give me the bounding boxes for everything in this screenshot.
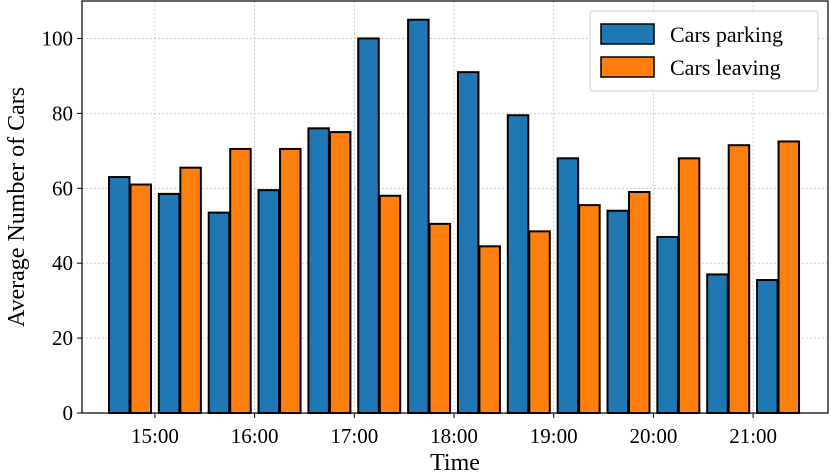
bar-cars-parking [606,209,629,414]
x-tick-label: 20:00 [630,424,678,448]
bar-cars-leaving [428,222,452,414]
y-tick-label: 60 [52,176,73,200]
bar-cars-leaving [528,230,551,414]
legend-label-cars-parking: Cars parking [670,22,783,47]
bar-cars-parking [506,114,530,415]
plot-frame [81,0,829,414]
bar-cars-parking [207,211,231,414]
bar-cars-leaving [229,147,252,414]
bar-cars-parking [407,18,430,415]
legend: Cars parking Cars leaving [589,10,819,92]
bars [108,18,801,415]
y-tick-label: 80 [52,101,73,125]
y-tick-label: 40 [52,251,73,275]
y-tick-label: 100 [42,26,74,50]
x-tick-label: 21:00 [729,424,777,448]
x-axis-label: Time [430,450,480,474]
x-tick-label: 19:00 [530,424,578,448]
x-tick-label: 17:00 [330,424,378,448]
bar-cars-parking [456,71,480,414]
bar-cars-parking [706,273,729,414]
x-axis-ticks: 15:00 16:00 17:00 18:00 19:00 20:00 21:00 [131,413,777,448]
x-tick-label: 16:00 [231,424,279,448]
bar-cars-leaving [478,245,501,414]
bar-cars-parking [756,279,779,415]
bar-cars-parking [556,157,580,414]
bar-cars-parking [656,235,679,414]
bar-cars-leaving [129,183,152,414]
y-axis-label: Average Number of Cars [4,87,30,327]
bar-cars-parking [108,176,131,414]
bar-cars-leaving [628,191,651,414]
bar-cars-parking [257,189,281,414]
x-tick-label: 15:00 [131,424,179,448]
bar-cars-leaving [777,140,801,414]
bar-cars-leaving [578,204,601,414]
legend-swatch-cars-parking [600,23,655,45]
y-axis-ticks: 0 20 40 60 80 100 [42,26,82,425]
bar-cars-leaving [179,166,202,414]
bar-cars-parking [307,127,330,414]
bar-cars-parking [157,192,181,414]
bar-cars-leaving [328,131,352,414]
x-tick-label: 18:00 [430,424,478,448]
bar-cars-leaving [677,157,701,414]
legend-swatch-cars-leaving [600,56,655,78]
bar-cars-leaving [378,194,402,414]
bar-cars-leaving [727,144,751,414]
y-tick-label: 0 [63,401,74,425]
bar-cars-leaving [279,147,302,414]
legend-label-cars-leaving: Cars leaving [670,55,781,80]
y-tick-label: 20 [52,326,73,350]
bar-cars-parking [357,37,380,414]
